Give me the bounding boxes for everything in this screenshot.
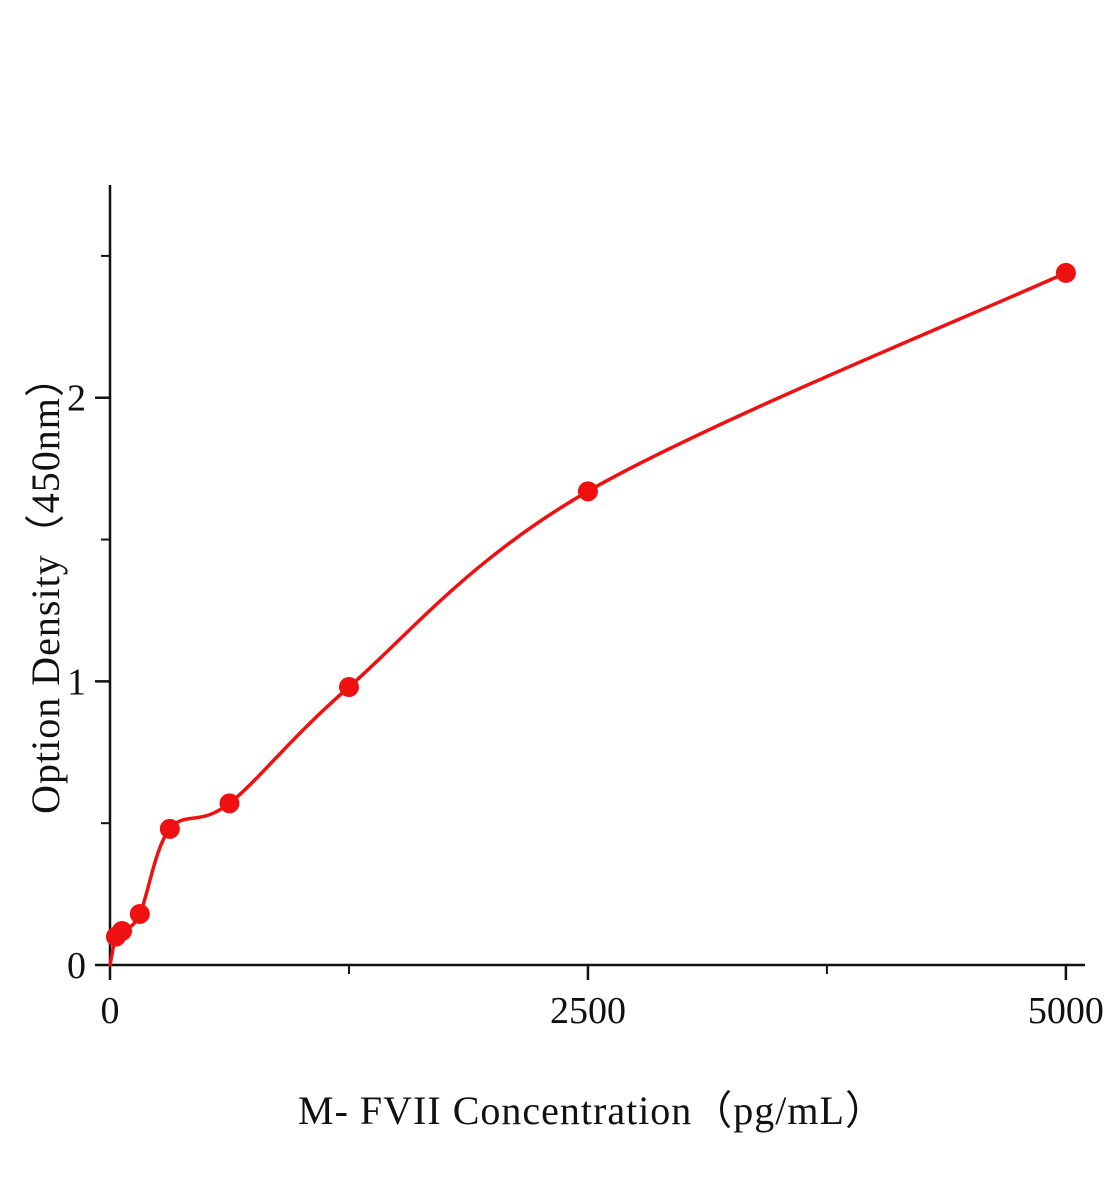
data-point [129,903,150,924]
y-tick-label: 2 [67,378,86,420]
fit-curve [108,271,1068,967]
x-axis-title: M- FVII Concentration（pg/mL） [298,1088,886,1133]
x-tick-label: 0 [101,990,120,1032]
data-point [338,677,359,698]
data-point [219,793,240,814]
x-tick-label: 2500 [550,990,626,1032]
y-tick-label: 0 [67,945,86,987]
data-point [159,818,180,839]
y-axis-title: Option Density（450nm） [23,356,68,814]
y-tick-label: 1 [67,661,86,703]
data-point [112,920,133,941]
x-tick-label: 5000 [1028,990,1104,1032]
data-point [1055,262,1076,283]
data-point [577,481,598,502]
